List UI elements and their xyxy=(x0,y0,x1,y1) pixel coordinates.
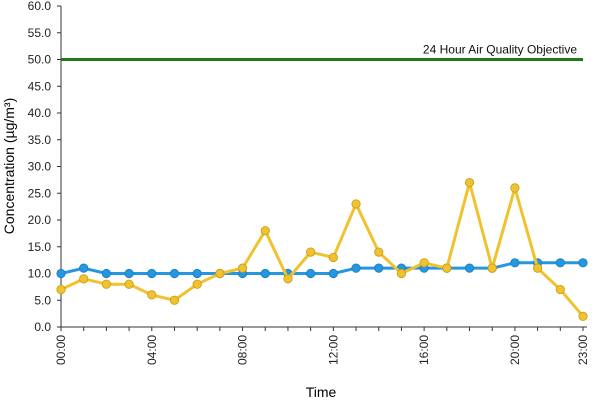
y-tick-label: 30.0 xyxy=(28,160,52,174)
series-2-point xyxy=(56,284,66,295)
x-tick-label: 16:00 xyxy=(417,335,431,365)
y-tick-label: 0.0 xyxy=(34,320,51,334)
series-2-line xyxy=(60,181,585,318)
x-tick-label: 08:00 xyxy=(236,335,250,365)
series-1-point xyxy=(510,258,520,268)
x-tick-label: 20:00 xyxy=(508,335,522,365)
y-tick-label: 35.0 xyxy=(28,133,52,147)
x-tick-label: 04:00 xyxy=(145,335,159,365)
series-2-point xyxy=(328,252,338,263)
series-1-point xyxy=(147,268,157,279)
series-1-point xyxy=(192,268,202,279)
series-1-point xyxy=(555,258,565,268)
series-2-point xyxy=(192,279,202,289)
series-2-point xyxy=(79,274,89,284)
y-tick-label: 60.0 xyxy=(28,0,52,13)
series-1-point xyxy=(124,268,134,279)
y-tick-label: 10.0 xyxy=(28,267,52,281)
x-tick-label: 23:00 xyxy=(576,335,590,365)
series-1-point xyxy=(374,263,384,273)
series-2-point xyxy=(464,177,475,188)
series-2-point xyxy=(374,247,384,257)
plot-area: 0.0 5.0 10.0 15.0 20.0 25.0 30.0 35.0 40.0 45.0 50… xyxy=(28,0,590,365)
series-2-point xyxy=(555,284,565,295)
series-2-point xyxy=(533,263,543,273)
y-tick-label: 40.0 xyxy=(28,106,52,120)
series-1-point xyxy=(79,263,89,273)
series-2-point xyxy=(260,226,270,236)
x-tick-label: 00:00 xyxy=(54,335,68,365)
series-2-point xyxy=(442,263,452,273)
series-2-point xyxy=(510,183,520,193)
series-2-point xyxy=(306,247,316,257)
objective-label: 24 Hour Air Quality Objective xyxy=(423,43,577,57)
series-1-point xyxy=(56,268,66,279)
series-2-point xyxy=(578,311,588,321)
series-1-point xyxy=(328,268,338,279)
x-tick-label: 12:00 xyxy=(326,335,340,365)
series-1-point xyxy=(101,268,111,279)
y-axis-title: Concentration (µg/m³) xyxy=(1,98,17,234)
series-1-point xyxy=(306,268,316,279)
y-axis-title-group: Concentration (µg/m³) xyxy=(1,98,17,234)
series-1-line xyxy=(60,261,583,275)
series-1-point xyxy=(260,268,270,279)
y-tick-label: 45.0 xyxy=(28,79,52,93)
series-1-point xyxy=(578,258,588,268)
series-2-point xyxy=(124,279,134,289)
series-2-point xyxy=(101,279,111,289)
series-2-point xyxy=(215,268,225,279)
series-1-point xyxy=(351,263,361,273)
y-tick-label: 50.0 xyxy=(28,53,52,67)
y-tick-label: 25.0 xyxy=(28,186,52,200)
series-2-point xyxy=(396,268,407,279)
series-2-point xyxy=(419,258,429,268)
x-axis-title: Time xyxy=(306,384,337,400)
y-tick-label: 5.0 xyxy=(34,293,51,307)
series-2-point xyxy=(283,274,293,284)
series-2-point xyxy=(487,263,497,273)
series-2-point xyxy=(169,295,180,305)
series-2-point xyxy=(237,263,248,273)
series-2-point xyxy=(147,290,157,300)
y-tick-label: 55.0 xyxy=(28,26,52,40)
series-1-point xyxy=(169,268,180,279)
y-tick-label: 20.0 xyxy=(28,213,52,227)
y-tick-label: 15.0 xyxy=(28,240,52,254)
series-2-point xyxy=(351,199,361,209)
series-1-point xyxy=(464,263,475,273)
